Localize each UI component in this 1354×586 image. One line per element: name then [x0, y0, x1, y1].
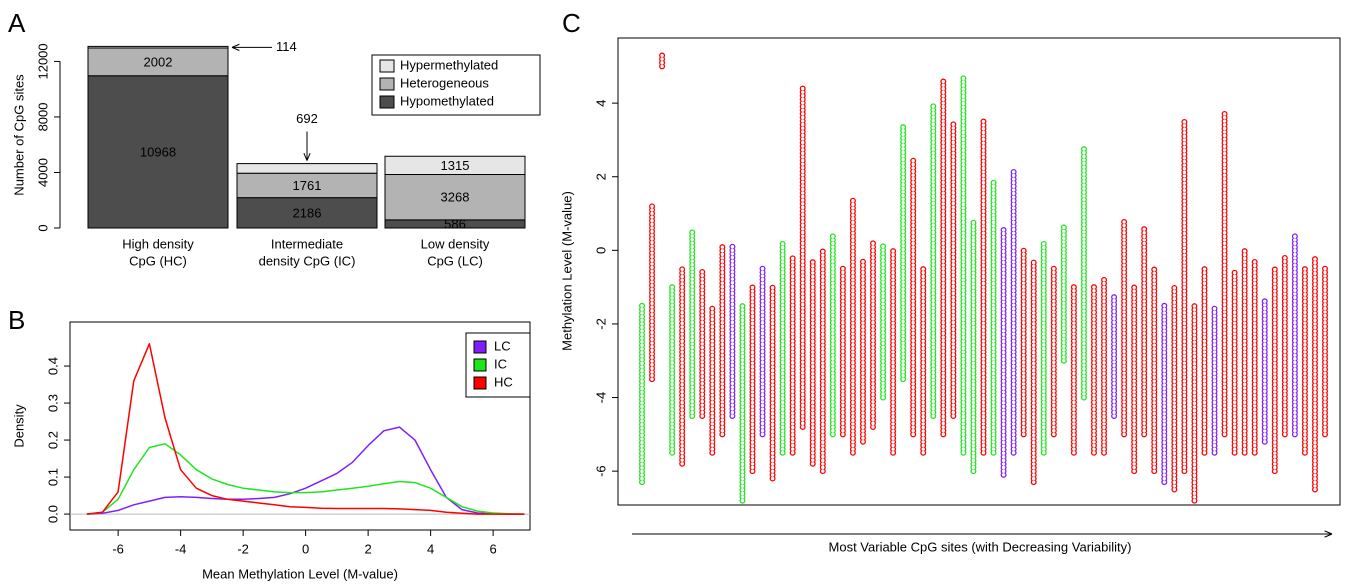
y-tick-label: 0	[593, 247, 608, 254]
y-axis-title: Density	[11, 404, 26, 448]
panel-label: B	[8, 305, 25, 335]
y-tick-label: 0.1	[45, 468, 60, 486]
value-label: 2002	[144, 54, 173, 69]
y-tick-label: -2	[593, 318, 608, 330]
density-line	[86, 426, 525, 515]
legend-swatch	[379, 77, 395, 91]
legend-swatch	[473, 376, 487, 390]
x-tick-label: -4	[175, 541, 187, 556]
x-tick-label: 2	[365, 541, 372, 556]
legend-swatch	[473, 340, 487, 354]
bar-segment	[384, 155, 526, 176]
bar-segment	[384, 174, 526, 221]
x-tick-label: High density	[122, 236, 194, 251]
legend-label: Hypomethylated	[400, 93, 494, 108]
x-tick-label: Low density	[421, 236, 490, 251]
arrow-head	[1324, 530, 1333, 538]
value-label: 1761	[293, 178, 322, 193]
panel-label: C	[562, 8, 581, 38]
legend-label: HC	[494, 374, 513, 389]
panel-label: A	[8, 8, 26, 38]
x-tick-label: 6	[490, 541, 497, 556]
legend-swatch	[379, 95, 395, 109]
legend-swatch	[473, 358, 487, 372]
value-label: 1315	[441, 158, 470, 173]
y-tick-label: 4	[593, 100, 608, 107]
bar-segment	[236, 197, 378, 229]
y-tick-label: 0.2	[45, 431, 60, 449]
value-label: 3268	[441, 190, 470, 205]
x-tick-label: density CpG (IC)	[259, 253, 356, 268]
x-tick-label: CpG (HC)	[129, 253, 187, 268]
legend-label: Hypermethylated	[400, 57, 498, 72]
y-tick-label: 8000	[35, 102, 50, 131]
x-tick-label: 0	[302, 541, 309, 556]
legend-label: Heterogeneous	[400, 75, 489, 90]
y-tick-label: 12000	[35, 43, 50, 79]
x-tick-label: CpG (LC)	[427, 253, 483, 268]
value-label: 114	[276, 39, 297, 54]
x-tick-label: Intermediate	[271, 236, 343, 251]
x-axis-title: Most Variable CpG sites (with Decreasing…	[829, 539, 1132, 554]
plot-frame	[69, 321, 531, 531]
legend-box	[371, 54, 541, 116]
legend-label: IC	[494, 356, 507, 371]
x-axis-title: Mean Methylation Level (M-value)	[202, 566, 398, 581]
value-label: 2186	[293, 205, 322, 220]
y-tick-label: 4000	[35, 158, 50, 187]
bar-segment	[87, 47, 229, 77]
x-tick-label: 4	[427, 541, 434, 556]
legend-label: LC	[494, 338, 511, 353]
legend-swatch	[379, 59, 395, 73]
bar-segment	[87, 75, 229, 229]
value-label: 10968	[140, 144, 176, 159]
y-tick-label: 0.3	[45, 394, 60, 412]
y-tick-label: 0	[35, 224, 50, 231]
bar-segment	[87, 45, 229, 49]
density-line	[86, 443, 525, 515]
y-tick-label: 2	[593, 173, 608, 180]
y-axis-title: Methylation Level (M-value)	[559, 191, 574, 351]
y-tick-label: 0.0	[45, 505, 60, 523]
x-tick-label: -6	[112, 541, 124, 556]
y-tick-label: -6	[593, 465, 608, 477]
bar-segment	[236, 163, 378, 174]
y-tick-label: 0.4	[45, 357, 60, 375]
arrow-head	[303, 153, 311, 161]
arrow-head	[231, 43, 240, 51]
y-tick-label: -4	[593, 392, 608, 404]
density-line	[86, 343, 525, 515]
x-tick-label: -2	[237, 541, 249, 556]
value-label: 692	[296, 111, 318, 126]
y-axis-title: Number of CpG sites	[11, 74, 26, 196]
